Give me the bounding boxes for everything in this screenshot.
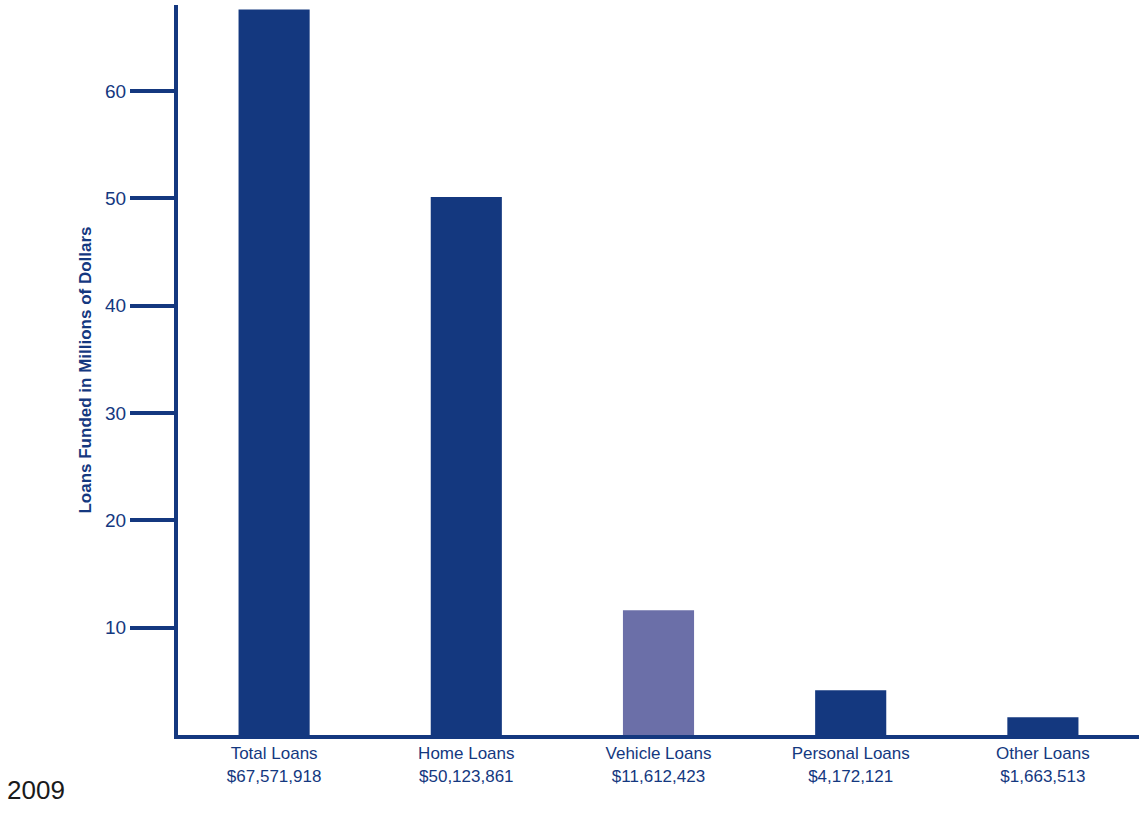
svg-text:Loans Funded in Millions of Do: Loans Funded in Millions of Dollars (76, 226, 95, 513)
svg-text:10: 10 (105, 617, 126, 638)
svg-text:40: 40 (105, 295, 126, 316)
svg-text:Total Loans$67,571,918: Total Loans$67,571,918 (227, 744, 322, 785)
svg-text:Home Loans$50,123,861: Home Loans$50,123,861 (418, 744, 514, 785)
svg-text:Vehicle Loans$11,612,423: Vehicle Loans$11,612,423 (606, 744, 712, 785)
svg-text:20: 20 (105, 510, 126, 531)
svg-text:2009: 2009 (7, 775, 65, 805)
svg-text:30: 30 (105, 403, 126, 424)
svg-text:60: 60 (105, 81, 126, 102)
svg-text:50: 50 (105, 188, 126, 209)
svg-text:Personal Loans$4,172,121: Personal Loans$4,172,121 (792, 744, 910, 785)
svg-text:Other Loans$1,663,513: Other Loans$1,663,513 (996, 744, 1090, 785)
